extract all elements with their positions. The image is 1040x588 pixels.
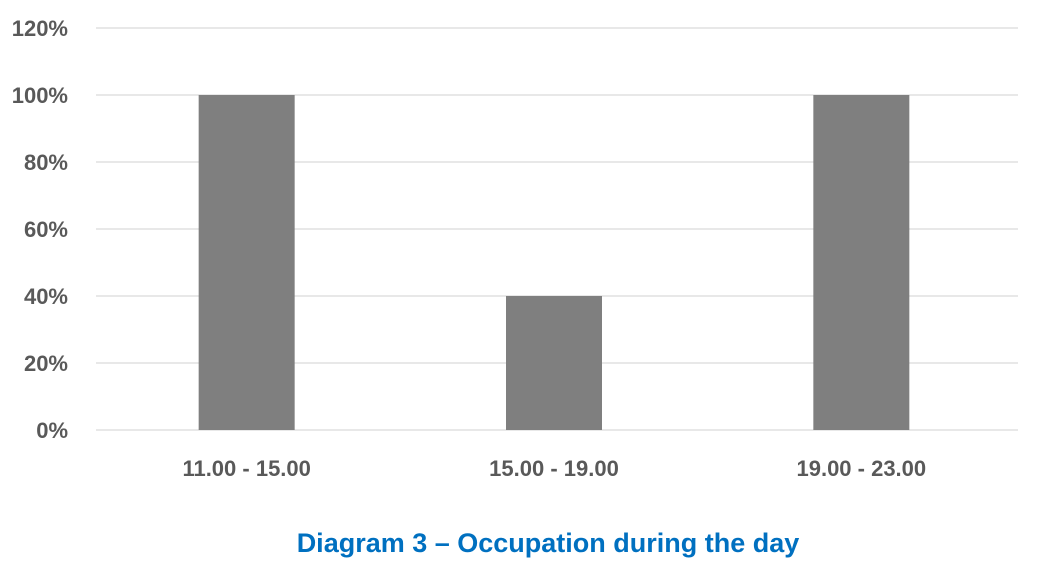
x-category-label: 19.00 - 23.00 <box>796 456 926 481</box>
x-category-label: 11.00 - 15.00 <box>182 456 310 481</box>
y-tick-label: 100% <box>12 83 68 108</box>
y-tick-label: 20% <box>24 351 68 376</box>
x-category-label: 15.00 - 19.00 <box>489 456 619 481</box>
y-tick-label: 40% <box>24 284 68 309</box>
bar <box>813 95 910 430</box>
bar <box>506 296 602 430</box>
y-axis-tick-labels: 0% 20% 40% 60% 80% 100% 120% <box>12 16 68 443</box>
x-axis-category-labels: 11.00 - 15.00 15.00 - 19.00 19.00 - 23.00 <box>182 456 926 481</box>
bars <box>198 95 910 430</box>
y-tick-label: 80% <box>24 150 68 175</box>
chart-caption: Diagram 3 – Occupation during the day <box>296 528 800 558</box>
bar <box>198 95 295 430</box>
y-tick-label: 60% <box>24 217 68 242</box>
y-tick-label: 120% <box>12 16 68 41</box>
y-tick-label: 0% <box>36 418 68 443</box>
